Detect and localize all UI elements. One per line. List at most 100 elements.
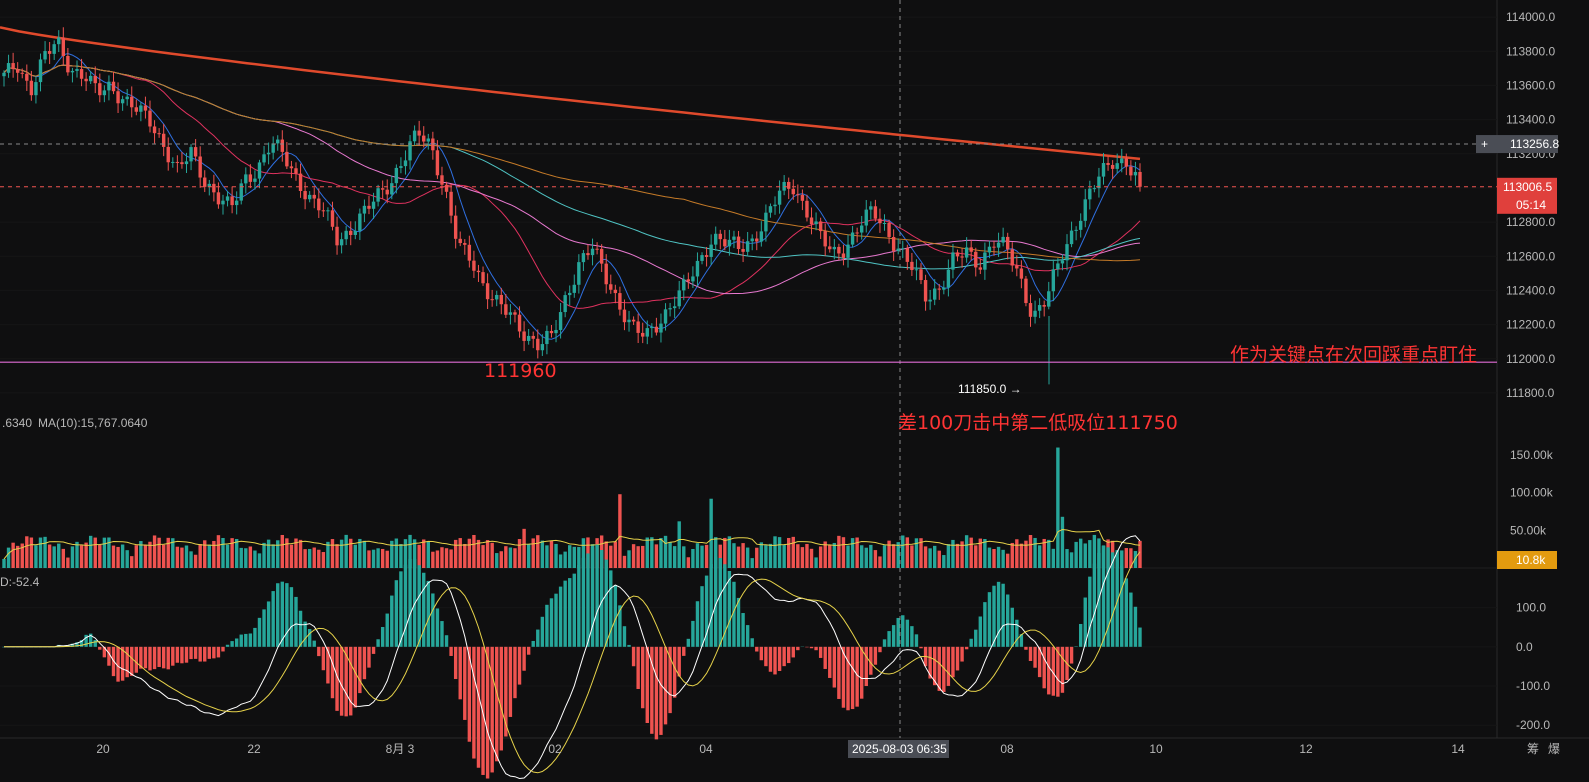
chip-button[interactable]: 筹 xyxy=(1527,742,1539,756)
candle-body xyxy=(723,239,727,247)
candle-body xyxy=(6,63,11,73)
volume-bar xyxy=(641,545,645,568)
candle-body xyxy=(526,335,531,341)
time-tick-label: 20 xyxy=(96,742,110,756)
macd-histogram-bar xyxy=(84,634,88,647)
candle-body xyxy=(193,147,198,157)
macd-histogram-bar xyxy=(1005,594,1010,647)
volume-bar xyxy=(714,537,718,568)
macd-histogram-bar xyxy=(878,646,882,653)
volume-bar xyxy=(513,548,517,568)
volume-bar xyxy=(814,557,818,568)
volume-bar xyxy=(326,541,330,568)
volume-bar xyxy=(891,544,896,568)
macd-histogram-bar xyxy=(732,581,736,647)
volume-bar xyxy=(184,545,189,568)
volume-bar xyxy=(426,541,430,568)
macd-histogram-bar xyxy=(88,633,93,647)
macd-histogram-bar xyxy=(654,646,659,740)
macd-histogram-bar xyxy=(262,609,266,647)
macd-histogram-bar xyxy=(399,571,403,647)
candle-body xyxy=(212,183,216,193)
volume-bar xyxy=(668,542,672,568)
candle-body xyxy=(298,173,303,192)
candle-body xyxy=(595,248,599,250)
candle-body xyxy=(964,247,969,258)
crosshair-plus-icon[interactable]: + xyxy=(1481,137,1488,151)
candle-body xyxy=(1019,268,1024,279)
macd-histogram-bar xyxy=(198,646,202,662)
macd-histogram-bar xyxy=(855,646,859,707)
volume-bar xyxy=(476,539,481,568)
volume-bar xyxy=(2,558,6,568)
macd-histogram-bar xyxy=(814,646,818,651)
macd-histogram-bar xyxy=(1124,578,1129,647)
volume-bar xyxy=(1005,553,1010,568)
volume-bar xyxy=(303,549,307,568)
hit-note: 差100刀击中第二低吸位111750 xyxy=(898,412,1178,434)
volume-bar xyxy=(189,551,193,568)
volume-bar xyxy=(946,544,951,568)
candle-body xyxy=(98,83,102,96)
macd-histogram-bar xyxy=(978,616,983,647)
volume-bar xyxy=(910,545,914,568)
macd-histogram-bar xyxy=(864,646,868,687)
candle-body xyxy=(248,174,253,182)
liquidation-button[interactable]: 爆 xyxy=(1548,742,1560,756)
volume-bar xyxy=(572,546,576,568)
candle-body xyxy=(1083,199,1087,221)
macd-histogram-bar xyxy=(618,605,622,647)
volume-bar xyxy=(864,547,868,568)
candle-body xyxy=(107,81,111,91)
macd-histogram-bar xyxy=(1056,646,1060,697)
macd-histogram-bar xyxy=(1083,597,1087,647)
candle-body xyxy=(1115,163,1119,169)
macd-histogram-bar xyxy=(449,646,453,656)
countdown-text: 05:14 xyxy=(1516,198,1546,212)
support-note: 作为关键点在次回踩重点盯住 xyxy=(1230,344,1477,366)
macd-histogram-bar xyxy=(901,615,905,647)
candle-body xyxy=(809,217,814,225)
macd-histogram-bar xyxy=(677,646,681,677)
candle-body xyxy=(472,260,476,271)
macd-histogram-bar xyxy=(463,646,467,720)
macd-histogram-bar xyxy=(572,573,576,647)
volume-bar xyxy=(969,537,973,568)
volume-bar xyxy=(1088,540,1092,568)
volume-bar xyxy=(472,534,476,568)
macd-histogram-bar xyxy=(212,646,216,659)
macd-histogram-bar xyxy=(203,646,207,662)
volume-bar xyxy=(317,549,321,568)
candle-body xyxy=(672,306,677,309)
volume-bar xyxy=(531,538,535,568)
candle-body xyxy=(180,162,184,165)
macd-histogram-bar xyxy=(641,646,645,709)
candle-body xyxy=(93,75,97,84)
macd-histogram-bar xyxy=(180,646,184,664)
macd-histogram-bar xyxy=(253,627,257,647)
volume-bar xyxy=(828,544,832,568)
macd-histogram-bar xyxy=(964,646,969,650)
volume-bar xyxy=(504,546,508,568)
candle-body xyxy=(586,253,590,256)
candle-body xyxy=(321,210,326,212)
candle-body xyxy=(983,252,987,270)
volume-bar xyxy=(1129,548,1133,568)
macd-histogram-bar xyxy=(650,646,654,734)
candle-body xyxy=(481,272,485,284)
candle-body xyxy=(376,188,380,202)
volume-bar xyxy=(239,547,243,568)
macd-histogram-bar xyxy=(102,646,107,658)
macd-histogram-bar xyxy=(727,571,732,647)
candle-body xyxy=(84,78,88,82)
macd-histogram-bar xyxy=(709,564,713,647)
crosshair-date-tag: 2025-08-03 06:35 xyxy=(848,740,949,758)
macd-histogram-bar xyxy=(563,580,567,647)
volume-bar xyxy=(805,543,809,568)
macd-histogram-bar xyxy=(234,638,239,647)
candle-body xyxy=(189,147,193,162)
candle-body xyxy=(390,183,394,195)
macd-histogram-bar xyxy=(1110,552,1115,647)
price-tick-label: 113600.0 xyxy=(1506,78,1555,92)
